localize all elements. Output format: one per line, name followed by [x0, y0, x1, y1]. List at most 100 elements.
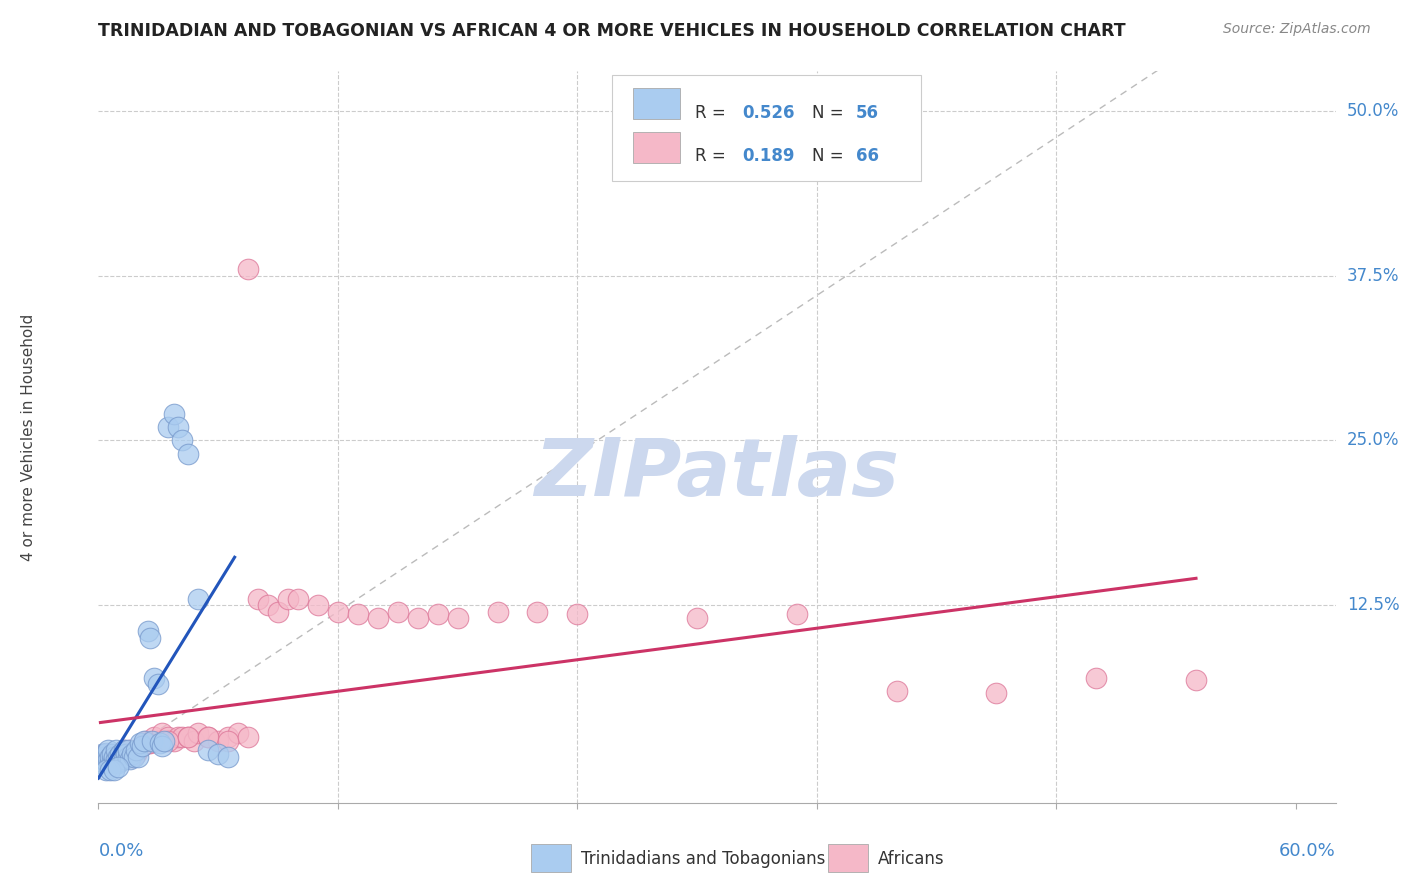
Point: [167, 730, 190, 744]
Text: 50.0%: 50.0%: [1347, 102, 1399, 120]
Point: [103, 749, 125, 764]
Point: [129, 737, 152, 751]
Point: [406, 611, 429, 625]
Point: [157, 730, 180, 744]
Point: [157, 420, 180, 434]
Point: [986, 686, 1008, 700]
Point: [105, 747, 128, 761]
Point: [177, 730, 200, 744]
Point: [103, 763, 125, 777]
Point: [172, 434, 194, 448]
Point: [110, 754, 132, 768]
Point: [177, 446, 200, 460]
Point: [150, 726, 173, 740]
Point: [197, 730, 219, 744]
FancyBboxPatch shape: [612, 75, 921, 181]
Point: [127, 743, 149, 757]
Text: 60.0%: 60.0%: [1279, 842, 1336, 860]
Text: 56: 56: [856, 103, 879, 121]
Point: [121, 747, 143, 761]
Point: [1085, 671, 1108, 685]
Point: [111, 747, 134, 761]
Point: [277, 591, 299, 606]
Text: Source: ZipAtlas.com: Source: ZipAtlas.com: [1223, 22, 1371, 37]
Point: [124, 749, 146, 764]
Point: [97, 752, 120, 766]
Point: [163, 734, 186, 748]
Text: Africans: Africans: [877, 850, 945, 868]
Point: [567, 607, 589, 622]
Point: [486, 605, 509, 619]
Text: 4 or more Vehicles in Household: 4 or more Vehicles in Household: [21, 313, 37, 561]
Point: [236, 730, 259, 744]
Point: [91, 747, 114, 761]
Point: [112, 743, 135, 757]
Point: [326, 605, 349, 619]
Point: [110, 749, 132, 764]
Point: [117, 747, 139, 761]
Point: [177, 730, 200, 744]
Point: [105, 752, 128, 766]
Point: [886, 683, 908, 698]
Point: [120, 752, 142, 766]
Point: [100, 755, 122, 769]
Point: [111, 749, 134, 764]
Point: [150, 739, 173, 753]
Point: [107, 756, 129, 771]
Point: [307, 598, 329, 612]
Point: [686, 611, 709, 625]
Text: 37.5%: 37.5%: [1347, 267, 1399, 285]
FancyBboxPatch shape: [531, 845, 571, 872]
Point: [107, 749, 129, 764]
Point: [153, 734, 176, 748]
Point: [387, 605, 409, 619]
FancyBboxPatch shape: [633, 88, 681, 119]
Point: [131, 739, 153, 753]
Text: ZIPatlas: ZIPatlas: [534, 434, 900, 513]
Point: [139, 737, 162, 751]
Point: [93, 756, 115, 771]
Point: [1185, 673, 1208, 688]
Point: [93, 749, 115, 764]
Point: [100, 747, 122, 761]
Point: [91, 752, 114, 766]
Point: [197, 743, 219, 757]
Point: [110, 747, 132, 761]
Text: 66: 66: [856, 146, 879, 165]
Point: [97, 749, 120, 764]
Point: [136, 624, 159, 639]
Point: [157, 734, 180, 748]
Point: [136, 737, 159, 751]
Point: [183, 734, 205, 748]
Point: [135, 734, 157, 748]
Text: TRINIDADIAN AND TOBAGONIAN VS AFRICAN 4 OR MORE VEHICLES IN HOUSEHOLD CORRELATIO: TRINIDADIAN AND TOBAGONIAN VS AFRICAN 4 …: [98, 22, 1126, 40]
Point: [426, 607, 449, 622]
Text: N =: N =: [813, 103, 849, 121]
Point: [148, 677, 170, 691]
Point: [167, 420, 190, 434]
Text: 0.0%: 0.0%: [98, 842, 143, 860]
Point: [103, 756, 125, 771]
Point: [96, 752, 118, 766]
Point: [247, 591, 270, 606]
Point: [267, 605, 290, 619]
Point: [101, 747, 124, 761]
Point: [131, 739, 153, 753]
Text: Trinidadians and Tobagonians: Trinidadians and Tobagonians: [581, 850, 825, 868]
Point: [96, 754, 118, 768]
Text: 25.0%: 25.0%: [1347, 432, 1399, 450]
Point: [96, 746, 118, 760]
Point: [347, 607, 370, 622]
Point: [112, 752, 135, 766]
Point: [107, 752, 129, 766]
Point: [115, 747, 138, 761]
Point: [127, 749, 149, 764]
Point: [91, 752, 114, 766]
FancyBboxPatch shape: [828, 845, 868, 872]
Point: [257, 598, 280, 612]
Point: [125, 743, 148, 757]
Point: [105, 743, 128, 757]
Point: [217, 749, 239, 764]
Point: [217, 730, 239, 744]
Text: 0.526: 0.526: [742, 103, 794, 121]
